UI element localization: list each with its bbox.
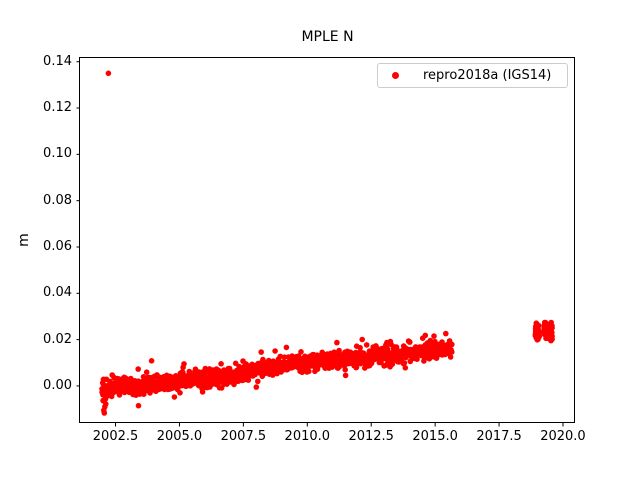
data-point	[272, 348, 278, 354]
y-tick-label: 0.00	[43, 377, 72, 393]
data-point	[407, 339, 413, 345]
data-point	[449, 341, 455, 348]
data-point	[137, 391, 143, 397]
data-point	[101, 410, 108, 416]
data-point	[431, 333, 437, 339]
data-point	[177, 390, 183, 396]
data-point	[548, 329, 555, 336]
y-tick-label: 0.10	[43, 146, 72, 162]
data-point	[542, 328, 549, 335]
x-tick-label: 2002.5	[92, 429, 139, 444]
data-point	[103, 401, 109, 407]
data-point	[143, 369, 150, 376]
x-tick-label: 2015.0	[412, 429, 458, 444]
data-point	[422, 332, 429, 339]
data-point	[414, 356, 420, 363]
data-point	[548, 337, 554, 344]
legend-marker-dot	[392, 72, 399, 79]
data-point	[277, 353, 284, 360]
data-point	[541, 319, 548, 326]
data-point	[148, 358, 155, 364]
data-point	[135, 402, 142, 409]
data-point	[334, 339, 340, 346]
data-point	[342, 372, 349, 379]
data-point	[306, 368, 312, 375]
data-point	[258, 349, 265, 355]
data-point	[447, 354, 454, 360]
x-tick-label: 2020.0	[540, 429, 586, 444]
data-point	[298, 349, 304, 355]
data-point	[547, 325, 553, 331]
data-point	[108, 393, 115, 400]
data-point	[534, 327, 540, 334]
x-tick-label: 2010.0	[284, 429, 331, 444]
data-point	[357, 344, 363, 351]
data-point	[336, 347, 342, 354]
data-point	[533, 320, 540, 327]
y-tick-label: 0.08	[43, 192, 72, 208]
x-tick-label: 2012.5	[348, 429, 394, 444]
data-point	[359, 336, 366, 343]
data-point	[218, 361, 224, 367]
y-tick-label: 0.12	[43, 100, 72, 116]
data-point	[135, 366, 141, 372]
data-point	[342, 366, 349, 373]
data-point	[171, 394, 178, 400]
x-tick-label: 2005.0	[156, 429, 203, 444]
legend-label: repro2018a (IGS14)	[423, 68, 552, 83]
y-tick-label: 0.02	[43, 331, 72, 347]
data-point	[245, 377, 252, 383]
data-point	[254, 378, 261, 385]
chart-title: MPLE N	[301, 29, 354, 45]
data-point	[402, 365, 409, 371]
data-point	[253, 384, 260, 390]
data-point	[105, 70, 112, 77]
y-tick-label: 0.04	[43, 285, 72, 301]
legend: repro2018a (IGS14)	[377, 63, 568, 88]
data-point	[389, 361, 396, 368]
y-tick-label: 0.06	[43, 238, 72, 254]
data-point	[283, 344, 290, 351]
data-point	[401, 360, 408, 366]
x-tick-label: 2017.5	[476, 429, 522, 444]
data-point	[199, 389, 206, 395]
data-point	[443, 330, 449, 337]
data-point	[363, 342, 370, 348]
data-point	[141, 391, 147, 398]
data-point	[281, 354, 288, 361]
data-point	[181, 361, 187, 367]
y-tick-label: 0.14	[43, 53, 72, 69]
data-point	[407, 358, 414, 365]
x-tick-label: 2007.5	[220, 429, 267, 444]
data-point	[449, 349, 455, 355]
axes-spines	[79, 57, 575, 423]
data-point	[535, 332, 542, 339]
